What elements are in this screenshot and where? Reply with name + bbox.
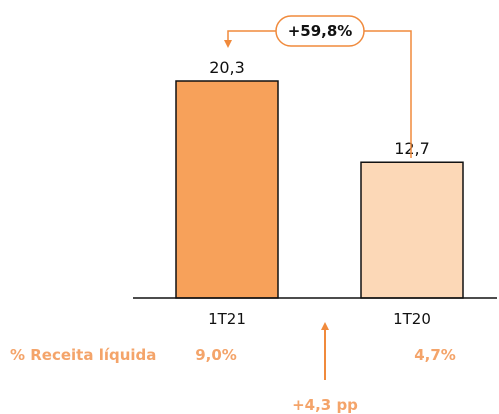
net-revenue-value-1t20: 4,7% <box>414 346 456 364</box>
growth-badge <box>275 15 365 47</box>
category-label-1t21: 1T21 <box>208 310 246 328</box>
value-label-1t21: 20,3 <box>209 58 245 77</box>
labels-layer: 20,3 1T21 12,7 1T20 <box>208 58 431 328</box>
growth-connector-line <box>364 30 412 158</box>
growth-label: +59,8% <box>288 22 353 40</box>
pp-change-label: +4,3 pp <box>292 396 358 414</box>
net-revenue-value-1t21: 9,0% <box>195 346 237 364</box>
bar-1t21 <box>175 80 279 299</box>
bars-layer <box>175 80 464 299</box>
value-label-1t20: 12,7 <box>394 139 430 158</box>
category-label-1t20: 1T20 <box>393 310 431 328</box>
growth-connector-arrow <box>224 30 276 48</box>
net-revenue-label: % Receita líquida <box>10 346 156 364</box>
bar-1t20 <box>360 161 464 299</box>
